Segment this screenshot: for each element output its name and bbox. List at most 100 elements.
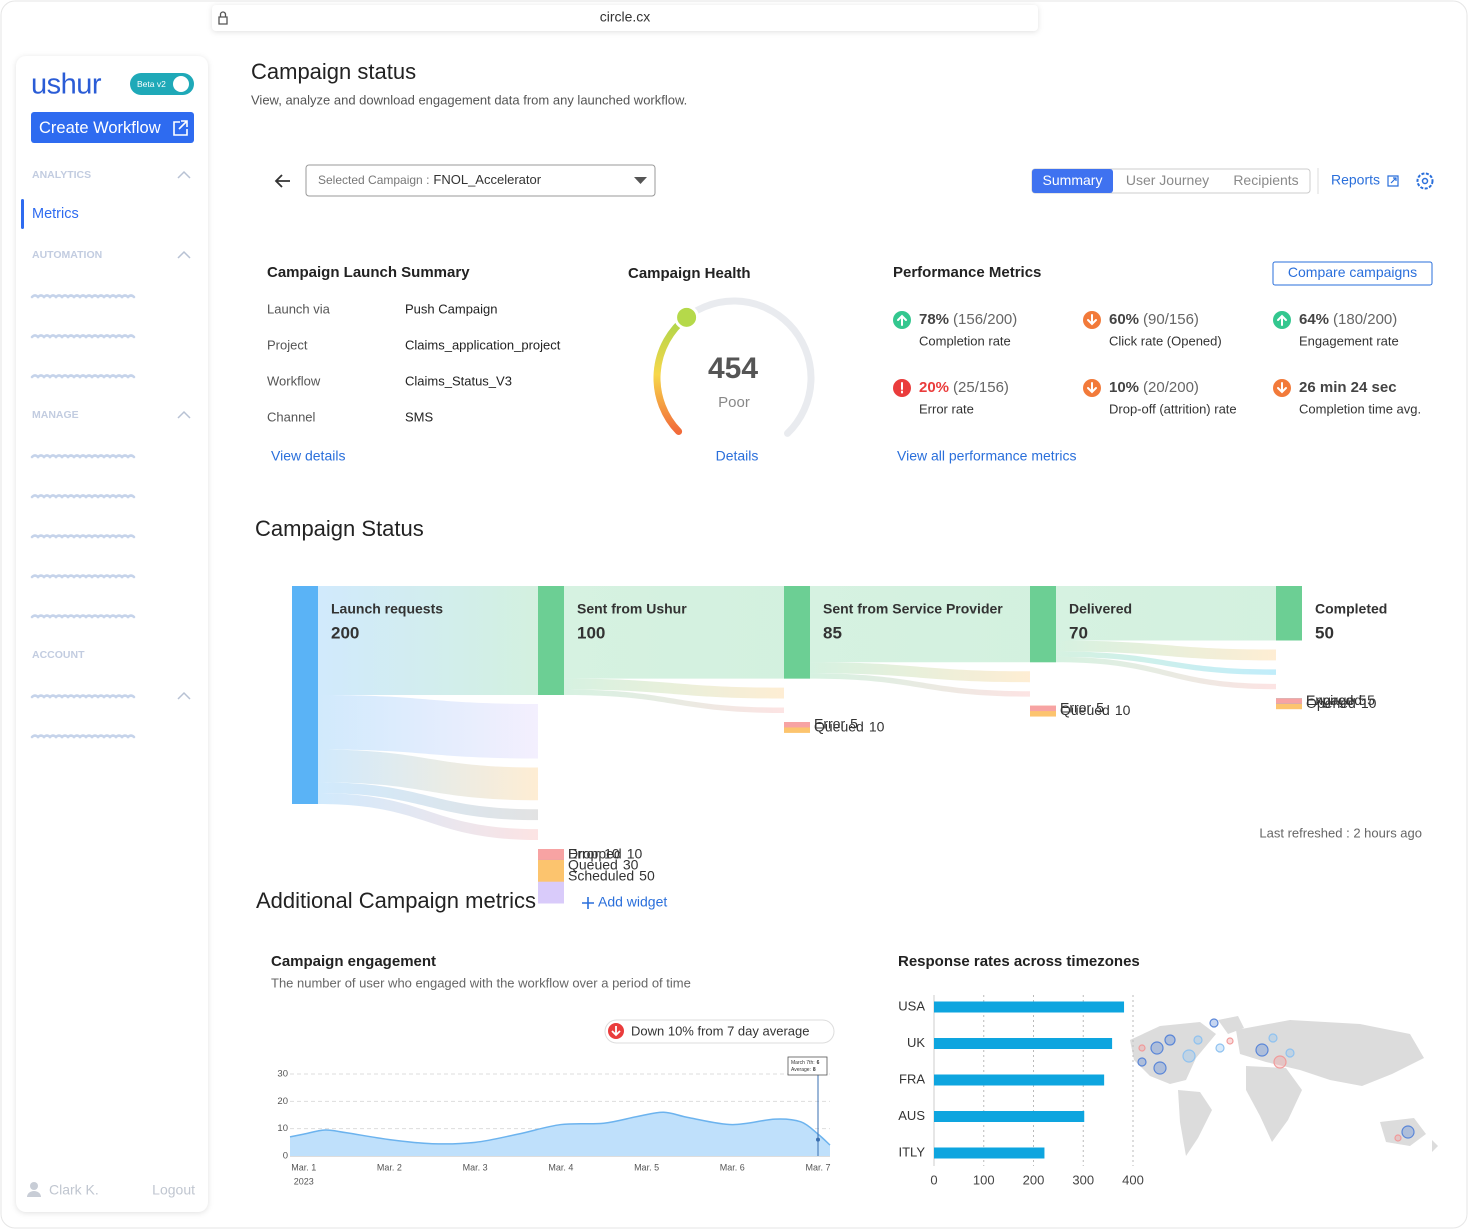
bar xyxy=(934,1074,1105,1086)
placeholder-line xyxy=(30,334,136,339)
branch-label: Error 5 xyxy=(814,715,858,731)
chevron[interactable] xyxy=(177,691,191,700)
branch-value: 10 xyxy=(1361,694,1377,710)
branch-value: 5 xyxy=(850,715,858,731)
map-land xyxy=(1236,1020,1424,1086)
stage-node xyxy=(538,586,564,695)
create-workflow-button[interactable] xyxy=(31,112,194,143)
nav-item[interactable]: Metrics xyxy=(32,206,79,222)
plus-icon xyxy=(582,897,594,909)
details-link[interactable]: Details xyxy=(716,448,759,464)
map-bubble xyxy=(1401,1125,1415,1139)
flow xyxy=(318,749,538,801)
chevron[interactable] xyxy=(177,250,191,259)
area-line xyxy=(289,1111,831,1146)
logout[interactable]: Logout xyxy=(152,1182,195,1198)
toggle-knob xyxy=(173,76,189,92)
url-bar xyxy=(212,5,1038,31)
compare-label: Compare campaigns xyxy=(1288,264,1417,280)
tab[interactable]: User Journey xyxy=(1126,172,1209,188)
settings-icon[interactable] xyxy=(1416,172,1434,190)
tab[interactable]: Summary xyxy=(1043,172,1103,188)
map-bubble xyxy=(1193,1035,1203,1045)
placeholder-line xyxy=(30,374,136,379)
stage-value: 50 xyxy=(1315,623,1334,642)
stage-node xyxy=(1276,586,1302,641)
settings-icon-hub xyxy=(1421,177,1429,185)
chart-subtitle: The number of user who engaged with the … xyxy=(271,975,691,990)
branch-name: Dropped xyxy=(568,845,622,861)
section-title: Additional Campaign metrics xyxy=(256,888,536,913)
branch-label: Error 5 xyxy=(1060,699,1104,715)
branch-name: Queued xyxy=(1060,702,1110,718)
metric-label: Click rate (Opened) xyxy=(1109,333,1222,348)
placeholder-line xyxy=(30,614,136,619)
area xyxy=(290,1112,830,1156)
branch-name: Expired xyxy=(1306,692,1353,708)
compare-button[interactable] xyxy=(1272,261,1433,286)
x-tick-label: Mar. 4 xyxy=(548,1162,573,1172)
placeholder-line xyxy=(30,734,136,739)
summary-value: Claims_Status_V3 xyxy=(405,373,512,388)
flow xyxy=(1056,586,1276,641)
add-widget-link[interactable]: Add widget xyxy=(598,894,667,910)
flow xyxy=(318,782,538,821)
flow xyxy=(564,586,784,679)
x-tick-label: 100 xyxy=(973,1172,995,1187)
user-head xyxy=(30,1182,38,1190)
y-tick-label: 10 xyxy=(277,1123,288,1134)
stage-name: Completed xyxy=(1315,601,1387,617)
branch-value: 10 xyxy=(604,845,620,861)
reports-link[interactable]: Reports xyxy=(1331,172,1380,188)
flow xyxy=(1056,651,1276,675)
section-heading: Performance Metrics xyxy=(893,264,1041,281)
stage-value: 70 xyxy=(1069,623,1088,642)
placeholder-line xyxy=(30,494,136,499)
chevron[interactable] xyxy=(177,170,191,179)
map-land xyxy=(1432,1140,1438,1152)
chevron[interactable] xyxy=(177,410,191,419)
branch-value: 10 xyxy=(627,845,643,861)
tooltip-avg-label: Average: xyxy=(791,1067,811,1073)
badge xyxy=(604,1019,835,1044)
metric-detail: (180/200) xyxy=(1333,311,1397,328)
metric-detail: (156/200) xyxy=(953,311,1017,328)
flow xyxy=(810,586,1030,663)
metric-value: 64% (180/200) xyxy=(1299,311,1397,328)
section-title: MANAGE xyxy=(32,409,79,421)
branch-label: Opened 10 xyxy=(1306,694,1377,710)
metric-percent: 60% xyxy=(1109,311,1139,328)
trend-glyph xyxy=(1277,314,1287,326)
placeholder-line xyxy=(30,294,136,299)
view-details-link[interactable]: View details xyxy=(271,448,345,464)
branch-name: Error xyxy=(568,845,599,861)
branch-label: Queued 30 xyxy=(568,856,639,872)
view-all-link[interactable]: View all performance metrics xyxy=(897,448,1076,464)
x-tick-label: Mar. 3 xyxy=(463,1162,488,1172)
map-bubble xyxy=(1273,1055,1287,1069)
back-arrow[interactable] xyxy=(274,174,290,188)
map-bubble xyxy=(1226,1037,1234,1045)
section-title: ACCOUNT xyxy=(32,649,85,661)
placeholder-line xyxy=(30,574,136,579)
tab[interactable]: Recipients xyxy=(1233,172,1298,188)
badge-glyph xyxy=(611,1026,621,1037)
metric-percent: 64% xyxy=(1299,311,1329,328)
map-bubble xyxy=(1394,1134,1402,1142)
last-refreshed: Last refreshed : 2 hours ago xyxy=(1259,825,1422,840)
map-bubble xyxy=(1285,1048,1295,1058)
section-heading: Campaign Health xyxy=(628,265,751,282)
metric-percent: 78% xyxy=(919,311,949,328)
external-icon xyxy=(173,120,188,136)
metric-label: Drop-off (attrition) rate xyxy=(1109,401,1237,416)
map-bubble xyxy=(1268,1033,1278,1043)
summary-label: Workflow xyxy=(267,373,321,388)
placeholder-line xyxy=(30,454,136,459)
branch-label: Error 10 xyxy=(568,845,620,861)
summary-label: Launch via xyxy=(267,301,331,316)
user-body xyxy=(27,1191,41,1197)
metric-percent: 20% xyxy=(919,379,949,396)
flow xyxy=(318,586,538,695)
branch-name: Queued xyxy=(814,718,864,734)
campaign-select[interactable] xyxy=(305,164,656,197)
